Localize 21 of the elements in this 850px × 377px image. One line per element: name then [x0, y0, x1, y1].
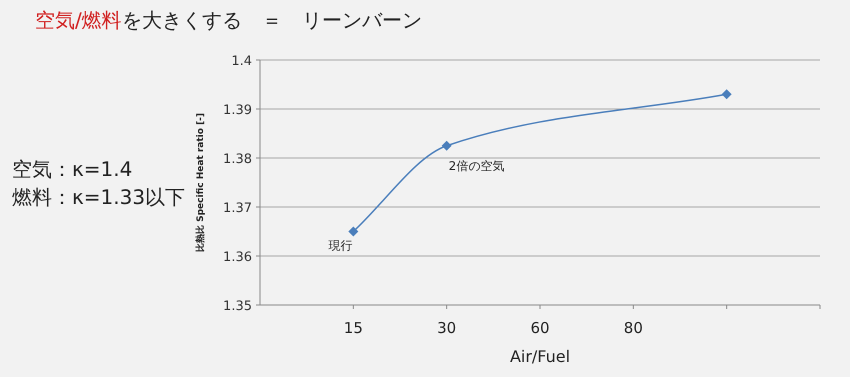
- x-tick-label: 80: [624, 319, 643, 337]
- text: 空気：κ=1.4: [12, 157, 132, 181]
- point: [348, 226, 358, 236]
- y-tick-label: 1.37: [223, 201, 252, 216]
- x-tick-label: 30: [437, 319, 456, 337]
- text: 空気/燃料: [35, 8, 122, 32]
- y-tick-label: 1.35: [223, 299, 252, 314]
- y-tick-label: 1.4: [231, 54, 252, 69]
- text: 燃料：κ=1.33以下: [12, 185, 186, 209]
- x-tick-label: 60: [530, 319, 550, 337]
- annotation: 現行: [328, 238, 352, 252]
- x-axis-title: Air/Fuel: [510, 347, 570, 366]
- y-axis-title: 比熱比 Specific Heat ratio [-]: [195, 112, 206, 252]
- y-tick-label: 1.38: [223, 152, 252, 167]
- annotation: 2倍の空気: [448, 158, 504, 173]
- y-tick-label: 1.36: [223, 250, 252, 265]
- chart-subtitle: を大きくする ＝ リーンバーン: [122, 8, 422, 32]
- point: [722, 89, 732, 100]
- y-tick-label: 1.39: [223, 103, 252, 118]
- point: [442, 140, 452, 151]
- x-tick-label: 15: [344, 319, 363, 337]
